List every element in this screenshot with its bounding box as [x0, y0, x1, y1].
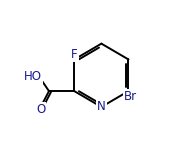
Text: O: O [36, 103, 45, 116]
Text: HO: HO [24, 70, 42, 83]
Text: F: F [71, 48, 78, 61]
Text: N: N [97, 100, 106, 113]
Text: Br: Br [124, 90, 137, 103]
